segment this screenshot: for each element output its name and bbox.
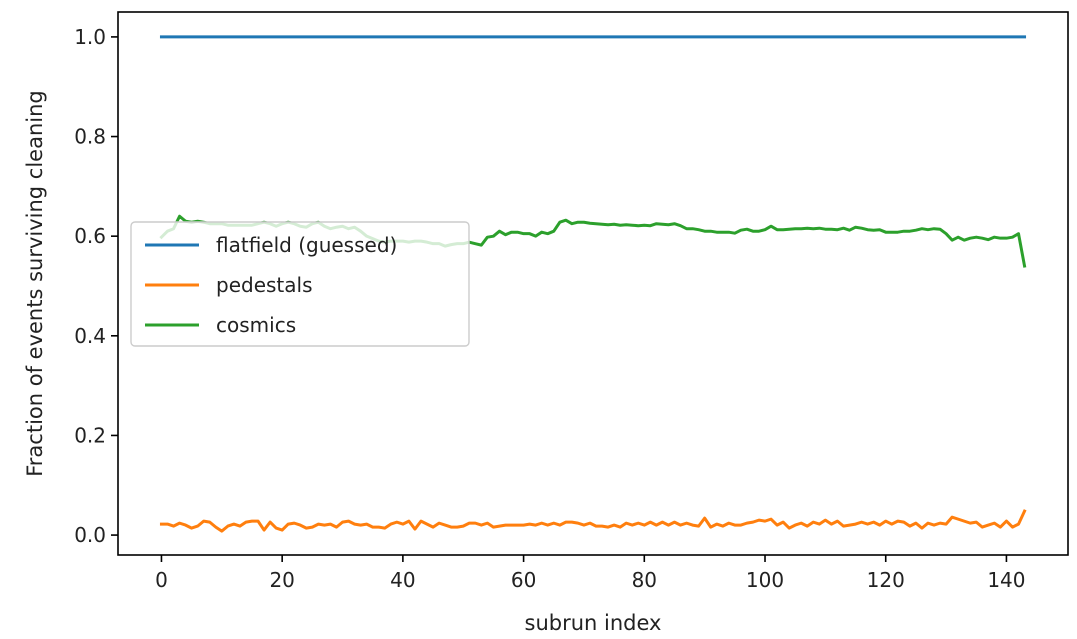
y-tick-label: 0.8 xyxy=(74,125,106,149)
x-tick-label: 80 xyxy=(632,568,657,592)
x-tick-label: 140 xyxy=(987,568,1025,592)
y-tick-label: 0.2 xyxy=(74,423,106,447)
y-tick-label: 0.0 xyxy=(74,523,106,547)
x-axis-label: subrun index xyxy=(525,611,662,635)
legend: flatfield (guessed) pedestals cosmics xyxy=(130,221,470,347)
legend-box xyxy=(130,221,470,347)
legend-label-2: cosmics xyxy=(216,313,296,337)
x-tick-label: 120 xyxy=(867,568,905,592)
x-tick-label: 60 xyxy=(511,568,536,592)
y-tick-label: 0.4 xyxy=(74,324,106,348)
x-tick-label: 0 xyxy=(155,568,168,592)
legend-label-1: pedestals xyxy=(216,273,313,297)
y-axis-label: Fraction of events surviving cleaning xyxy=(23,90,47,477)
x-tick-label: 100 xyxy=(746,568,784,592)
x-tick-label: 20 xyxy=(269,568,294,592)
axes-layer: 0 20 40 60 80 100 120 140 0.0 0.2 0.4 0.6 0.8 1.0 xyxy=(74,11,1069,592)
x-tick-label: 40 xyxy=(390,568,415,592)
series-line-1 xyxy=(159,509,1027,533)
legend-label-0: flatfield (guessed) xyxy=(216,233,397,257)
y-tick-label: 1.0 xyxy=(74,25,106,49)
plot-frame xyxy=(117,11,1069,556)
y-tick-label: 0.6 xyxy=(74,224,106,248)
